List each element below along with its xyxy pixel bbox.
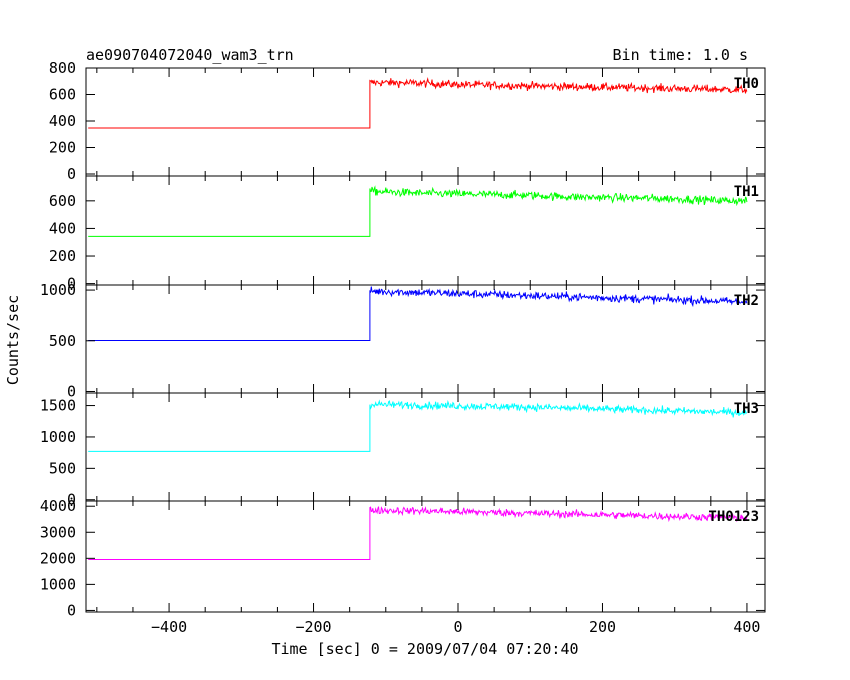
- panel-frame: [85, 175, 766, 286]
- panel-th1: 0 200 400 600 TH1: [49, 175, 766, 293]
- chart-title: ae090704072040_wam3_trn: [86, 46, 294, 64]
- panel-th2: 0 500 1000 TH2: [40, 281, 766, 401]
- panel-label-th2: TH2: [734, 293, 759, 309]
- x-tick-label: 0: [453, 618, 462, 636]
- panel-th0123: 0 1000 2000 3000 4000 TH0123: [40, 497, 766, 619]
- bin-time-label: Bin time: 1.0 s: [613, 46, 748, 64]
- series-line-th1: [88, 185, 748, 237]
- y-tick-label: 1000: [40, 428, 76, 446]
- y-tick-label: 200: [49, 139, 76, 157]
- panel-label-th1: TH1: [734, 184, 759, 200]
- panel-th3: 0 500 1000 1500 TH3: [40, 392, 766, 509]
- panel-frame: [85, 284, 766, 394]
- y-tick-label: 800: [49, 59, 76, 77]
- y-tick-label: 0: [67, 165, 76, 183]
- y-tick-label: 400: [49, 219, 76, 237]
- x-axis-title: Time [sec] 0 = 2009/07/04 07:20:40: [271, 640, 578, 658]
- y-tick-label: 600: [49, 192, 76, 210]
- y-tick-label: 4000: [40, 497, 76, 515]
- y-tick-label: 600: [49, 86, 76, 104]
- y-tick-label: 3000: [40, 523, 76, 541]
- y-tick-label: 200: [49, 247, 76, 265]
- y-tick-label: 0: [67, 275, 76, 293]
- series-line-th2: [88, 286, 748, 341]
- panel-label-th0: TH0: [734, 76, 759, 92]
- y-tick-label: 1000: [40, 281, 76, 299]
- x-tick-label: 200: [589, 618, 616, 636]
- y-tick-label: 400: [49, 112, 76, 130]
- panel-frame: [85, 500, 766, 613]
- x-tick-label: −400: [151, 618, 187, 636]
- panel-label-th0123: TH0123: [708, 509, 759, 525]
- y-tick-label: 0: [67, 601, 76, 619]
- series-line-th0: [88, 77, 748, 129]
- x-tick-label: −200: [295, 618, 331, 636]
- series-line-th3: [88, 399, 748, 452]
- y-tick-label: 500: [49, 332, 76, 350]
- panels-group: 0 200 400 600 800 TH0 0 200 400 600 TH1 0 500 1000 TH2…: [40, 59, 766, 636]
- panel-label-th3: TH3: [734, 401, 759, 417]
- y-tick-label: 1500: [40, 397, 76, 415]
- y-tick-label: 0: [67, 383, 76, 401]
- y-axis-title: Counts/sec: [4, 295, 22, 385]
- panel-th0: 0 200 400 600 800 TH0: [49, 59, 766, 183]
- x-tick-label: 400: [733, 618, 760, 636]
- y-tick-label: 500: [49, 459, 76, 477]
- y-tick-label: 1000: [40, 575, 76, 593]
- series-line-th0123: [88, 506, 748, 560]
- y-tick-label: 2000: [40, 549, 76, 567]
- y-tick-label: 0: [67, 491, 76, 509]
